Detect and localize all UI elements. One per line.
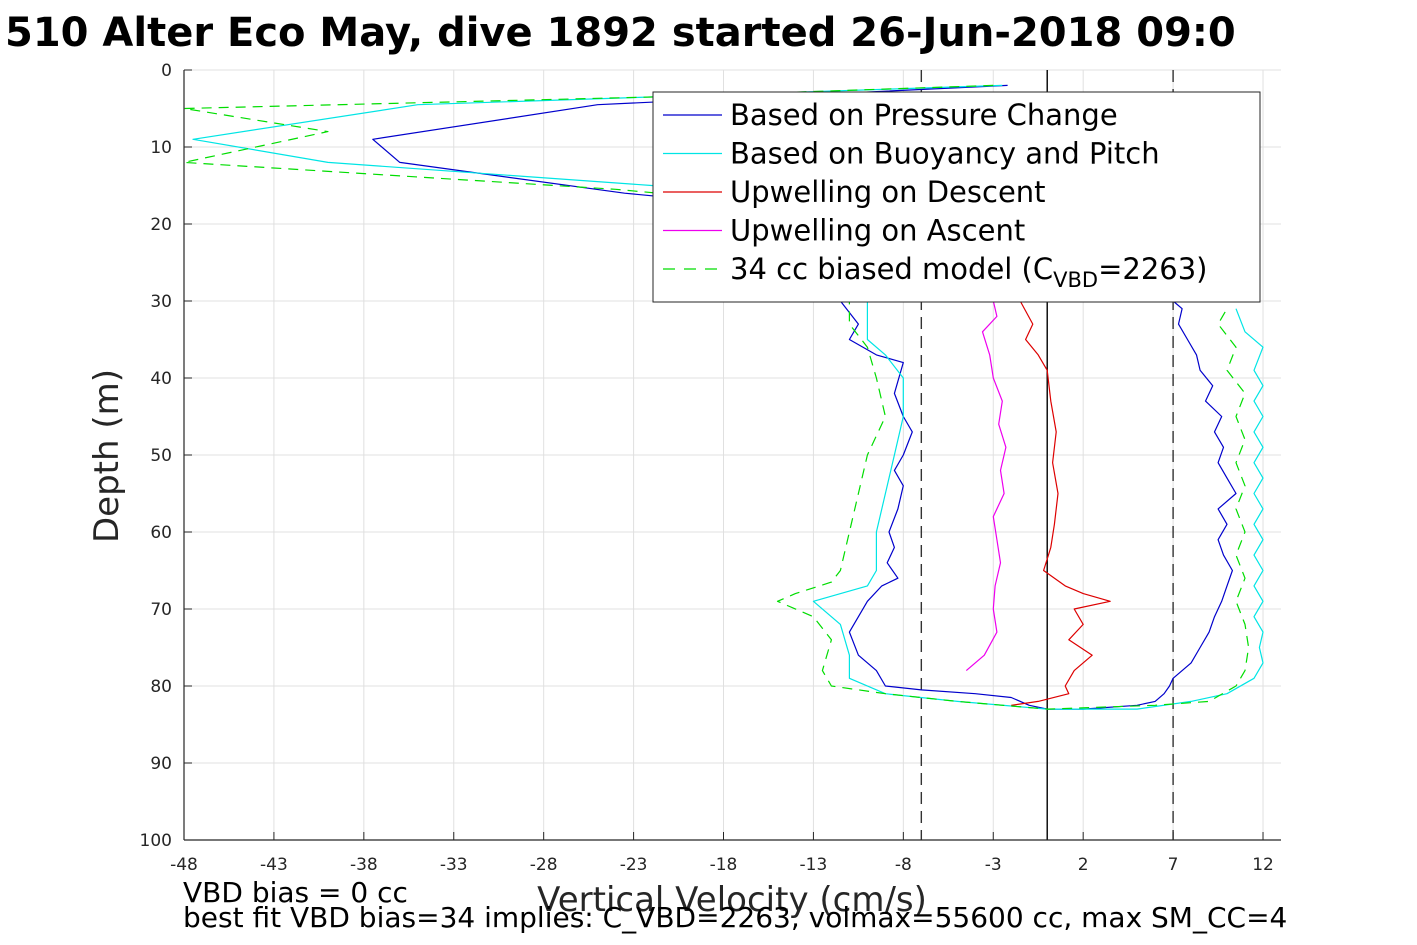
x-tick-label: -13 xyxy=(800,855,828,875)
x-tick-label: -18 xyxy=(710,855,738,875)
x-tick-label: 7 xyxy=(1168,855,1179,875)
x-tick-label: -8 xyxy=(895,855,912,875)
legend-box xyxy=(652,91,1261,303)
y-tick-labels: 0 10 20 30 40 50 60 70 80 90 100 xyxy=(140,61,172,851)
footnote-best-fit: best fit VBD bias=34 implies: C_VBD=2263… xyxy=(183,901,1287,934)
axes xyxy=(183,69,1281,841)
legend-items: Based on Pressure Change Based on Buoyanc… xyxy=(663,98,1208,292)
y-tick-label: 0 xyxy=(161,61,172,81)
x-tick-label: -43 xyxy=(260,855,288,875)
chart-title: 510 Alter Eco May, dive 1892 started 26-… xyxy=(5,10,1236,56)
y-tick-label: 20 xyxy=(150,215,172,235)
legend-entry-label: Based on Buoyancy and Pitch xyxy=(730,137,1160,171)
x-tick-label: -3 xyxy=(985,855,1002,875)
legend: Based on Pressure Change Based on Buoyanc… xyxy=(652,91,1261,303)
y-tick-label: 40 xyxy=(150,369,172,389)
legend-entry-label: Upwelling on Descent xyxy=(730,175,1046,209)
x-tick-labels: -48 -43 -38 -33 -28 -23 -18 -13 -8 -3 2 7 12 xyxy=(170,855,1274,875)
legend-entry-label: Based on Pressure Change xyxy=(730,98,1118,132)
y-tick-label: 30 xyxy=(150,292,172,312)
series-layer xyxy=(183,84,1264,710)
series-line-1 xyxy=(192,84,1264,710)
series-line-0 xyxy=(372,84,1237,710)
x-tick-label: -28 xyxy=(530,855,558,875)
x-axis-label: Vertical Velocity (cm/s) xyxy=(537,880,927,920)
series-line-2 xyxy=(1011,300,1111,706)
legend-entry-label: Upwelling on Ascent xyxy=(730,214,1025,248)
y-tick-label: 60 xyxy=(150,523,172,543)
x-tick-label: -33 xyxy=(440,855,468,875)
footnote-vbd-bias: VBD bias = 0 cc xyxy=(183,876,408,909)
y-tick-label: 90 xyxy=(150,754,172,774)
y-tick-label: 10 xyxy=(150,138,172,158)
x-tick-label: 2 xyxy=(1078,855,1089,875)
legend-entry-label: 34 cc biased model (CVBD=2263) xyxy=(730,252,1208,292)
series-line-4 xyxy=(183,84,1250,710)
y-axis-label: Depth (m) xyxy=(87,369,127,543)
x-tick-label: 12 xyxy=(1252,855,1274,875)
y-tick-label: 50 xyxy=(150,446,172,466)
x-tick-label: -38 xyxy=(350,855,378,875)
x-tick-label: -48 xyxy=(170,855,198,875)
y-tick-label: 80 xyxy=(150,677,172,697)
y-tick-label: 70 xyxy=(150,600,172,620)
y-tick-label: 100 xyxy=(140,831,172,851)
x-tick-label: -23 xyxy=(620,855,648,875)
series-line-3 xyxy=(965,300,1007,672)
